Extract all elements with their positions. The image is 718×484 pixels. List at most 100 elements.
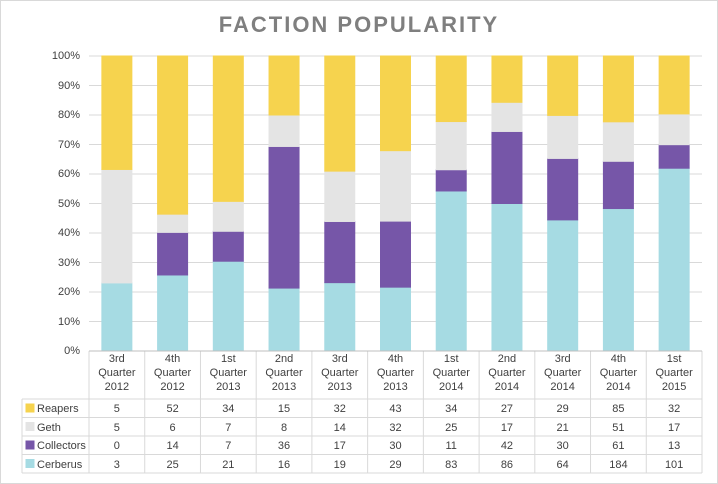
table-cell: 25 [445,421,458,434]
table-cell: 0 [113,440,120,452]
bar-segment [212,230,244,262]
table-cell: 7 [225,421,232,434]
table-cell: 3 [113,458,120,471]
table-cell: 17 [668,421,681,434]
legend-swatch [25,440,35,450]
y-tick-label: 20% [57,286,80,298]
table-cell: 51 [612,421,625,434]
chart-title: FACTION POPULARITY [218,12,500,37]
bar-segment [380,150,411,222]
bar-segment [491,55,523,103]
bar-segment [491,130,523,204]
table-cell: 29 [556,403,569,415]
table-cell: 21 [556,421,569,434]
bar-segment [380,286,411,352]
bar-segment [268,287,300,352]
table-cell: 86 [500,458,514,471]
bar-segment [435,190,467,352]
bar-segment [491,101,523,132]
y-tick-label: 30% [57,256,80,269]
x-tick-label: 3rd Quarter 2013 [321,353,359,393]
bar-segment [602,208,634,352]
legend-label: Geth [37,421,61,434]
table-cell: 17 [500,421,514,434]
table-cell: 19 [333,458,346,471]
bar-segment [101,282,133,352]
bar-segment [547,55,579,116]
bar-segment [324,282,356,352]
bar-segment [658,144,690,169]
x-tick-label: 2nd Quarter 2013 [265,353,303,393]
bar-segment [268,55,300,116]
x-tick-label: 4th Quarter 2012 [153,353,192,393]
bar-segment [157,213,189,233]
table-cell: 16 [277,458,291,471]
bar-segment [547,219,579,352]
bar-segment [101,55,133,170]
table-cell: 42 [500,440,514,452]
bar-segment [602,121,634,162]
table-cell: 34 [445,403,458,415]
y-tick-label: 60% [57,168,80,180]
bar-segment [157,55,189,215]
table-cell: 21 [222,458,235,471]
y-tick-label: 100% [51,50,80,62]
legend-label: Cerberus [37,458,83,471]
table-cell: 7 [225,440,232,452]
y-tick-label: 70% [57,138,80,151]
bar-segment [380,220,411,288]
y-tick-label: 0% [64,345,80,357]
y-tick-label: 50% [57,197,80,210]
bar-segment [602,160,634,210]
table-cell: 34 [222,403,235,415]
bar-segment [212,55,244,202]
table-cell: 30 [389,440,402,452]
table-cell: 36 [277,440,291,452]
bar-segment [435,121,467,171]
y-tick-label: 90% [57,79,80,92]
bar-segment [491,203,523,352]
table-cell: 27 [500,403,514,415]
x-tick-label: 3rd Quarter 2012 [98,353,136,393]
table-cell: 29 [389,458,402,471]
x-tick-label: 1st Quarter 2014 [432,353,470,393]
table-cell: 13 [668,440,681,452]
x-tick-label: 4th Quarter 2014 [599,353,638,393]
bar-segment [212,260,244,352]
legend-label: Collectors [37,440,86,452]
bar-segment [658,113,690,146]
table-cell: 32 [333,403,346,415]
legend-swatch [25,403,35,413]
x-tick-label: 4th Quarter 2013 [376,353,415,393]
table-cell: 32 [668,403,681,415]
legend-swatch [25,422,35,431]
bar-segment [324,170,356,222]
table-cell: 52 [166,403,179,415]
bar-segment [324,55,356,172]
bar-segment [268,114,300,147]
bar-segment [380,55,411,152]
table-cell: 11 [445,440,457,452]
x-tick-label: 3rd Quarter 2014 [544,353,582,393]
table-cell: 8 [280,421,288,434]
table-cell: 5 [113,421,120,434]
bar-segment [157,231,189,276]
table-cell: 101 [664,458,684,471]
bar-segment [547,114,579,159]
y-tick-label: 80% [57,109,80,121]
bar-segment [658,167,690,352]
bar-segment [658,55,690,115]
table-cell: 25 [166,458,179,471]
bar-segment [547,157,579,221]
x-tick-label: 2nd Quarter 2014 [488,353,526,393]
x-tick-label: 1st Quarter 2013 [209,353,247,393]
table-cell: 32 [389,421,402,434]
table-cell: 6 [169,421,176,434]
table-cell: 14 [166,440,179,452]
bar-segment [324,220,356,284]
bar-segment [602,55,634,123]
legend-swatch [25,459,35,468]
bar-segment [268,145,300,289]
